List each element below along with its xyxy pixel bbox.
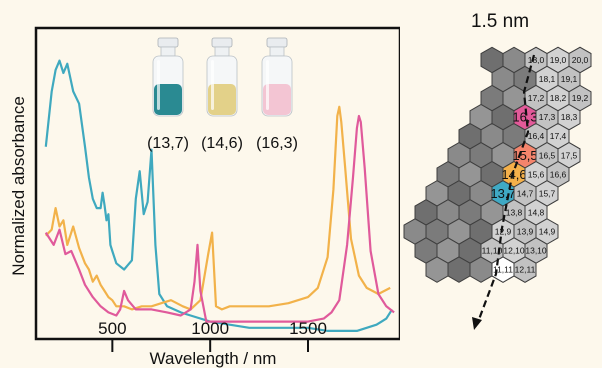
hex-label: 20,0 [572,55,589,65]
arrow-head [472,317,482,330]
series-line-1 [44,59,394,332]
hex-label: 14,7 [517,188,534,198]
hex-cell [513,256,537,283]
vial-1: (13,7) [147,37,189,152]
vial-label: (13,7) [147,135,189,152]
x-tick-label: 1000 [191,319,229,338]
hex-label: 16,6 [550,169,567,179]
hex-label: 11,10 [482,246,503,256]
chirality-map: 1.5 nm 18,0 19,0 20,018,1 19,117,2 18,2 19,21… [403,11,592,330]
vial-liquid [263,84,291,115]
x-ticks: 500 1000 1500 [98,319,327,352]
chirality-hex: 14,6 [501,161,527,188]
hex-grid: 18,0 19,0 20,0 18,1 19,1 17,2 18,2 19,2 16,3 17,3… [403,46,592,283]
hex-label: 13,10 [525,246,547,256]
map-title: 1.5 nm [471,11,529,32]
series-line-2 [45,105,391,311]
series-line-3 [44,114,395,323]
hex-label: 16,3 [512,110,537,125]
hex-label: 16,4 [528,131,545,141]
hex-label: 14,9 [539,226,556,236]
vial-highlight [211,60,214,110]
vial-cap [211,37,233,48]
hex-label: 18,3 [561,112,578,122]
diameter-arrow [472,54,536,330]
hex-label: 13,9 [517,226,534,236]
hex-label: 15,5 [512,148,537,163]
vial-3: (16,3) [256,37,298,152]
x-tick-label: 500 [98,319,126,338]
hex-label: 19,1 [561,74,578,84]
series-layer [44,59,395,332]
hex-label: 12,10 [503,246,525,256]
vial-highlight [157,60,160,110]
hex-label: 15,7 [539,188,556,198]
hex-label: 19,2 [572,93,589,103]
absorbance-chart: 500 1000 1500 Normalized absorbance Wavele… [9,26,400,368]
hex-label: 19,0 [550,55,567,65]
vial-liquid [154,84,182,115]
hex-label: 12,11 [515,265,536,275]
x-tick-label: 1500 [289,319,327,338]
vial-neck [214,46,230,57]
hex-label: 16,5 [539,150,556,160]
hex-label: 15,6 [528,169,545,179]
vial-label: (16,3) [256,135,298,152]
vial-highlight [266,60,269,110]
hex-label: 11,11 [493,265,513,275]
vial-legend: (13,7) (14,6) (16,3) [147,37,298,152]
hex-label: 17,4 [550,131,567,141]
chirality-hex: 12,11 [513,256,537,283]
hex-label: 18,0 [528,55,545,65]
vial-neck [269,46,285,57]
vial-neck [160,46,176,57]
vial-cap [266,37,288,48]
plot-frame [34,26,400,341]
vial-cap [157,37,179,48]
x-axis-label: Wavelength / nm [150,349,277,368]
hex-label: 17,3 [539,112,556,122]
hex-label: 13,7 [490,186,515,201]
hex-label: 17,5 [561,150,578,160]
hex-label: 12,9 [495,226,512,236]
vial-liquid [208,84,236,115]
hex-label: 13,8 [506,207,523,217]
vial-2: (14,6) [201,37,243,152]
hex-label: 17,2 [528,93,545,103]
vial-label: (14,6) [201,135,243,152]
hex-label: 14,6 [501,167,526,182]
hex-label: 18,2 [550,93,567,103]
hex-label: 14,8 [528,207,545,217]
arrow-shaft [476,54,536,323]
hex-label: 18,1 [539,74,556,84]
y-axis-label: Normalized absorbance [9,96,28,276]
